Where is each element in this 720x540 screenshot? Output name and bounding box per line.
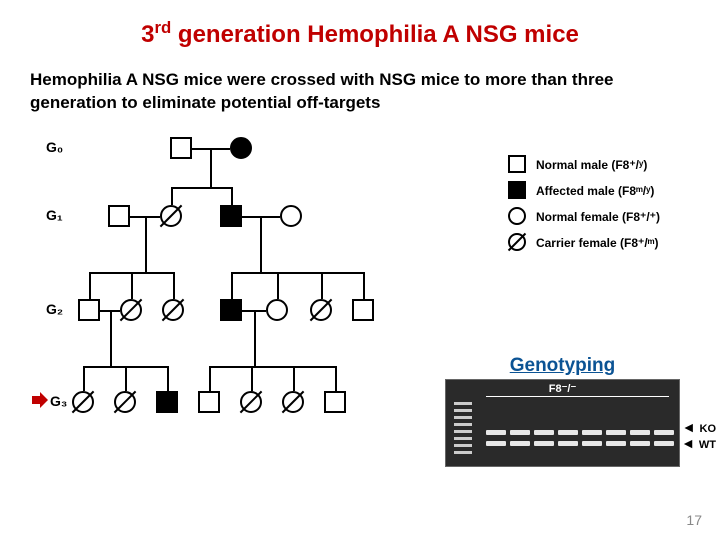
gen-label-g2: G₂ (46, 301, 63, 317)
pedigree-line (321, 272, 323, 299)
pedigree-line (173, 272, 175, 299)
gel-line (486, 396, 669, 397)
gel-lane (606, 402, 626, 448)
slide-subtitle: Hemophilia A NSG mice were crossed with … (30, 69, 690, 115)
pedigree-line (231, 272, 233, 299)
gen-label-g3: G₃ (50, 393, 67, 409)
gel-lane (558, 402, 578, 448)
genotyping-title: Genotyping (445, 355, 680, 377)
legend: Normal male (F8⁺/ʸ) Affected male (F8ᵐ/ʸ… (508, 155, 660, 259)
legend-label: Carrier female (F8⁺/ᵐ) (536, 236, 658, 250)
gel-lane (534, 402, 554, 448)
pedigree-node (310, 299, 332, 321)
pedigree-line (363, 272, 365, 299)
gel-lane (582, 402, 602, 448)
pedigree-node (240, 391, 262, 413)
pedigree-line (210, 148, 212, 188)
legend-row-affected-male: Affected male (F8ᵐ/ʸ) (508, 181, 660, 201)
gel-lane (630, 402, 650, 448)
gel-top-label: F8⁻/⁻ (549, 382, 577, 395)
arrow-wt-icon: ◄ WT (681, 435, 716, 451)
gel-image: F8⁻/⁻ (445, 379, 680, 467)
square-filled-icon (508, 181, 528, 201)
pedigree-node (266, 299, 288, 321)
pedigree-node (230, 137, 252, 159)
pedigree-node (162, 299, 184, 321)
pedigree-node (108, 205, 130, 227)
pedigree-node (352, 299, 374, 321)
genotyping-panel: Genotyping F8⁻/⁻ ◄ KO ◄ WT (445, 355, 680, 467)
pedigree-node (78, 299, 100, 321)
arrow-icon (32, 392, 48, 408)
ko-label: KO (700, 423, 717, 435)
pedigree-node (160, 205, 182, 227)
pedigree-line (89, 272, 91, 299)
slide-title: 3rd generation Hemophilia A NSG mice (30, 18, 690, 49)
pedigree-line (125, 366, 127, 391)
pedigree-line (131, 272, 133, 299)
pedigree-node (280, 205, 302, 227)
pedigree-line (167, 366, 169, 391)
legend-label: Normal male (F8⁺/ʸ) (536, 158, 647, 172)
pedigree-line (209, 366, 337, 368)
pedigree-node (220, 205, 242, 227)
pedigree-node (156, 391, 178, 413)
pedigree-line (293, 366, 295, 391)
pedigree-node (282, 391, 304, 413)
pedigree-line (171, 187, 233, 189)
gel-lane (510, 402, 530, 448)
pedigree-line (335, 366, 337, 391)
gen-label-g0: G₀ (46, 139, 63, 155)
legend-row-normal-male: Normal male (F8⁺/ʸ) (508, 155, 660, 175)
pedigree-diagram: G₀ G₁ G₂ G₃ (30, 127, 410, 447)
pedigree-line (260, 216, 262, 272)
pedigree-node (170, 137, 192, 159)
legend-row-carrier-female: Carrier female (F8⁺/ᵐ) (508, 233, 660, 253)
pedigree-line (231, 272, 365, 274)
legend-row-normal-female: Normal female (F8⁺/⁺) (508, 207, 660, 227)
pedigree-node (198, 391, 220, 413)
slide: 3rd generation Hemophilia A NSG mice Hem… (0, 0, 720, 540)
wt-label: WT (699, 439, 716, 451)
arrow-ko-icon: ◄ KO (682, 419, 716, 435)
pedigree-node (114, 391, 136, 413)
pedigree-line (145, 216, 147, 272)
circle-icon (508, 207, 528, 227)
pedigree-node (72, 391, 94, 413)
square-icon (508, 155, 528, 175)
circle-slash-icon (508, 233, 528, 253)
legend-label: Normal female (F8⁺/⁺) (536, 210, 660, 224)
pedigree-line (209, 366, 211, 391)
pedigree-node (220, 299, 242, 321)
pedigree-node (120, 299, 142, 321)
gen-label-g1: G₁ (46, 207, 63, 223)
pedigree-line (254, 310, 256, 366)
gel-ladder (454, 402, 472, 458)
gel-lane (486, 402, 506, 448)
pedigree-node (324, 391, 346, 413)
pedigree-line (277, 272, 279, 299)
legend-label: Affected male (F8ᵐ/ʸ) (536, 184, 654, 198)
pedigree-line (83, 366, 85, 391)
pedigree-line (251, 366, 253, 391)
pedigree-line (171, 187, 173, 205)
pedigree-line (231, 187, 233, 205)
pedigree-line (110, 310, 112, 366)
page-number: 17 (686, 512, 702, 528)
gel-lane (654, 402, 674, 448)
